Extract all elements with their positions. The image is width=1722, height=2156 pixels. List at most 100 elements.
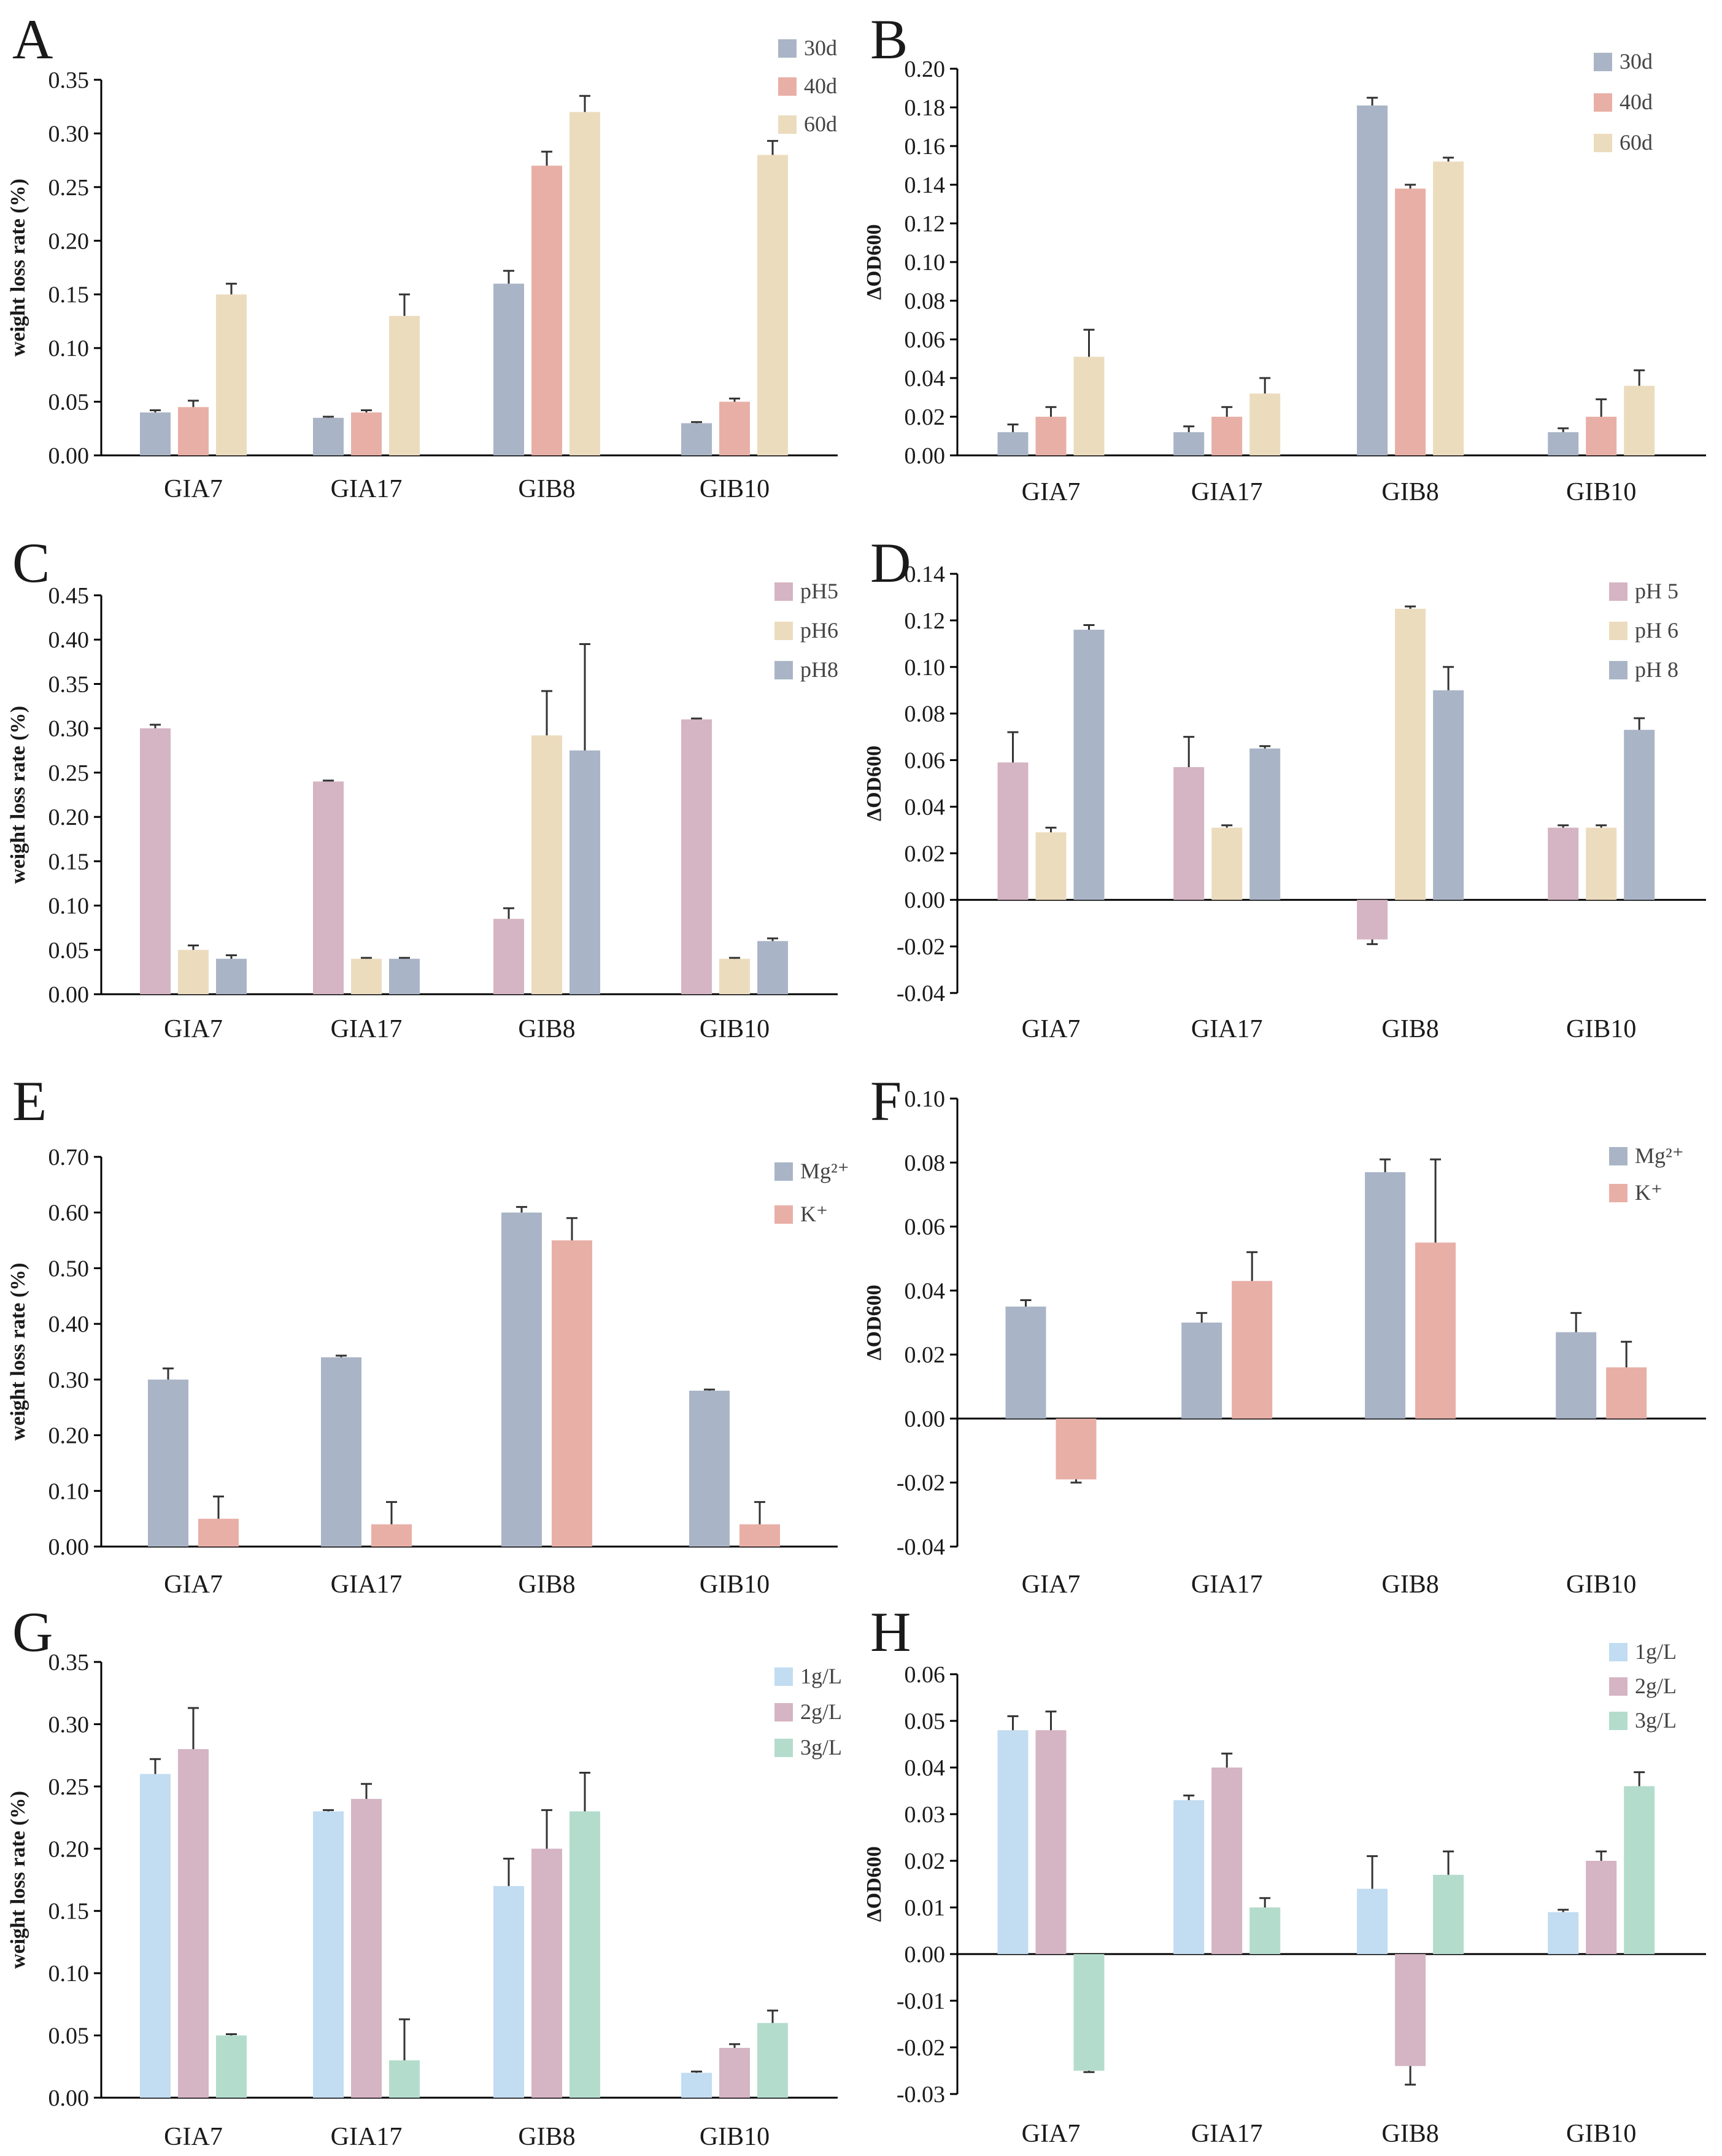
y-tick-label: 0.10 [905,655,946,681]
y-tick-label: 0.12 [905,608,946,634]
y-tick-label: 0.08 [905,288,946,314]
bar-gia17-0 [1173,767,1205,900]
y-tick-label: 0.35 [48,1650,90,1675]
legend-swatch [1609,622,1627,640]
bar-gia7-1 [198,1518,239,1547]
y-tick-label: 0.15 [48,1899,90,1925]
y-tick-label: 0.00 [48,443,90,469]
bar-gia17-1 [1211,417,1243,455]
y-tick-label: 0.35 [48,68,90,93]
y-tick-label: 0.50 [48,1256,90,1281]
category-label: GIB10 [700,1015,770,1043]
category-label: GIA17 [331,1015,403,1043]
y-tick-label: 0.00 [905,1406,946,1432]
bar-gia7-0 [148,1379,188,1547]
y-tick-label: 0.06 [905,1215,946,1240]
y-tick-label: -0.03 [897,2082,945,2108]
bar-gib10-0 [1556,1332,1597,1419]
bar-gib10-0 [689,1391,730,1547]
bar-gib10-0 [681,719,712,994]
bar-gib8-1 [531,165,562,455]
y-tick-label: 0.01 [905,1895,946,1921]
bar-gia17-2 [1249,1907,1281,1954]
y-tick-label: 0.14 [905,562,946,587]
bar-gia7-0 [997,432,1029,455]
bar-gib8-1 [1395,608,1426,900]
y-tick-label: 0.02 [905,1342,946,1368]
category-label: GIA7 [1022,1571,1081,1599]
legend-label: 60d [1620,130,1653,155]
y-tick-label: 0.05 [48,2023,90,2049]
y-tick-label: 0.04 [905,1278,946,1304]
category-label: GIB8 [1381,2120,1438,2148]
bar-gia17-0 [1181,1323,1222,1419]
legend-label: pH 8 [1635,657,1678,682]
legend-label: pH 6 [1635,618,1678,643]
bar-gib8-0 [1357,900,1388,940]
y-tick-label: 0.18 [905,95,946,121]
bar-gia17-0 [321,1357,361,1547]
bar-gib8-2 [569,750,600,994]
legend-label: K⁺ [800,1202,828,1226]
bar-gib8-0 [1365,1172,1406,1419]
legend-label: 2g/L [800,1699,842,1724]
bar-gib8-1 [531,1849,562,2098]
bar-gia7-1 [1035,417,1067,455]
bar-gia17-0 [313,417,344,455]
y-tick-label: 0.00 [48,2085,90,2111]
bar-gia17-1 [1211,1768,1243,1954]
panel-letter: A [12,8,53,71]
category-label: GIB10 [700,1571,770,1599]
y-tick-label: 0.00 [905,443,946,469]
category-label: GIA17 [331,1571,403,1599]
category-label: GIB8 [518,475,575,503]
bar-gib10-1 [719,401,750,455]
y-tick-label: -0.01 [897,1988,945,2014]
y-tick-label: 0.00 [48,982,90,1008]
legend-label: 40d [804,74,837,98]
panel-letter: G [12,1601,53,1663]
y-tick-label: 0.06 [905,1662,946,1688]
bar-gib8-2 [569,1811,600,2098]
bar-gia17-0 [1173,1800,1205,1954]
legend-label: 1g/L [1635,1639,1677,1664]
bar-gib8-2 [569,112,600,455]
bar-gib10-0 [1548,1912,1579,1954]
bar-gib10-2 [1624,1786,1655,1954]
category-label: GIB10 [700,475,770,503]
bar-gib10-2 [757,941,788,994]
panel-h: H ΔOD600 -0.03 -0.02 -0.01 0.00 0.01 0.02 0.03 0.… [863,1601,1706,2148]
y-tick-label: 0.10 [48,336,90,361]
y-tick-label: 0.08 [905,701,946,727]
bar-gia17-1 [351,959,382,994]
y-axis-label: ΔOD600 [863,1285,886,1360]
panel-letter: H [870,1601,911,1663]
bar-gia17-2 [389,2060,420,2098]
bar-gia7-2 [1073,1954,1105,2071]
y-tick-label: 0.20 [905,56,946,82]
bar-gib8-1 [1395,188,1426,455]
legend-label: 60d [804,112,837,136]
legend-swatch [1609,582,1627,601]
category-label: GIA7 [1022,2120,1081,2148]
legend-swatch [1609,1712,1627,1730]
y-tick-label: 0.20 [48,1836,90,1862]
y-tick-label: -0.04 [897,1534,945,1560]
category-label: GIB8 [518,1571,575,1599]
legend-label: pH8 [800,657,838,682]
panel-letter: C [12,531,50,594]
legend-label: 3g/L [1635,1708,1677,1733]
legend-swatch [1609,1147,1627,1165]
panel-f: F ΔOD600 -0.04 -0.02 0.00 0.02 0.04 0.06 0.08 0.1… [863,1070,1706,1599]
y-tick-label: 0.06 [905,327,946,353]
category-label: GIA17 [1191,478,1263,506]
category-label: GIB10 [1566,1571,1636,1599]
legend-label: 30d [1620,49,1653,74]
bar-gib8-0 [493,284,524,455]
legend-label: Mg²⁺ [1635,1143,1684,1168]
bar-gia17-1 [1211,827,1243,900]
y-tick-label: 0.08 [905,1150,946,1176]
